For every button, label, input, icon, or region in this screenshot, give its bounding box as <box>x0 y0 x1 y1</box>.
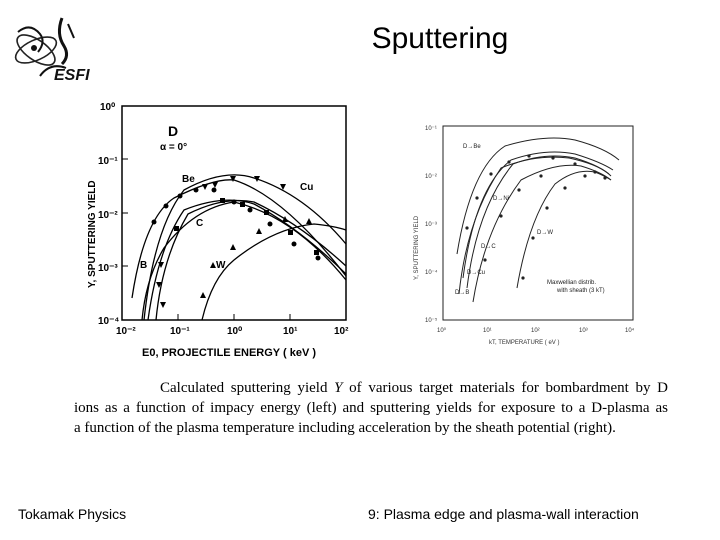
right-label-be: D→Be <box>463 144 481 150</box>
left-curve-w <box>201 223 347 321</box>
right-curve-be <box>456 137 620 255</box>
right-xtick-3: 10³ <box>579 328 588 334</box>
left-curve-c <box>147 199 347 321</box>
left-sputtering-plot: 10⁰ 10⁻¹ 10⁻² 10⁻³ 10⁻⁴ 10⁻² 10⁻¹ 10⁰ 10… <box>87 102 349 359</box>
caption-line-1: Calculated sputtering yield Y of various… <box>74 378 668 398</box>
right-ytick-1: 10⁻² <box>425 174 437 180</box>
left-angle-label: α = 0° <box>160 142 187 153</box>
left-xlabel: E0, PROJECTILE ENERGY ( keV ) <box>142 347 316 359</box>
footer-lecture-title: 9: Plasma edge and plasma-wall interacti… <box>368 506 639 522</box>
right-xtick-1: 10¹ <box>483 328 492 334</box>
left-xtick-4: 10² <box>334 326 349 337</box>
right-label-cu: D→Cu <box>467 270 485 276</box>
esfi-logo: ESFI <box>14 17 90 84</box>
figure-caption: Calculated sputtering yield Y of various… <box>74 378 668 438</box>
caption-line-1-var: Y <box>334 380 343 396</box>
right-xtick-2: 10² <box>531 328 540 334</box>
right-curve-ni <box>466 155 612 289</box>
footer-course-title: Tokamak Physics <box>18 506 127 522</box>
left-curve-cu <box>143 174 347 321</box>
left-curve-be <box>131 179 347 299</box>
right-ytick-4: 10⁻⁵ <box>425 317 438 324</box>
right-xlabel: kT, TEMPERATURE ( eV ) <box>489 340 559 346</box>
right-label-w: D→W <box>537 230 553 236</box>
right-ylabel: Y, SPUTTERING YIELD <box>414 215 420 280</box>
left-xtick-2: 10⁰ <box>227 326 242 337</box>
left-xtick-3: 10¹ <box>283 326 298 337</box>
left-label-cu: Cu <box>300 182 313 193</box>
left-ytick-0: 10⁰ <box>100 102 115 113</box>
left-xtick-0: 10⁻² <box>116 326 136 337</box>
right-label-ni: D→Ni <box>493 196 509 202</box>
caption-line-1-pre: Calculated sputtering yield <box>160 380 335 396</box>
right-ytick-0: 10⁻¹ <box>425 126 437 132</box>
right-legend-line1: Maxwellian distrib. <box>547 280 596 286</box>
right-legend-line2: with sheath (3 kT) <box>556 288 605 294</box>
left-ylabel: Y, SPUTTERING YIELD <box>87 180 98 288</box>
right-curve-b <box>458 156 610 295</box>
right-xtick-0: 10⁰ <box>437 327 447 334</box>
left-label-b: B <box>140 260 147 271</box>
right-ytick-3: 10⁻⁴ <box>425 269 438 276</box>
left-label-be: Be <box>182 174 195 185</box>
right-sputtering-plot: 10⁻¹ 10⁻² 10⁻³ 10⁻⁴ 10⁻⁵ 10⁰ 10¹ 10² 10³… <box>414 125 635 346</box>
right-label-b: D→B <box>455 290 469 296</box>
caption-line-3: a function of the plasma temperature inc… <box>74 420 616 436</box>
left-ytick-2: 10⁻² <box>98 210 118 221</box>
slide-title: Sputtering <box>371 22 509 55</box>
left-ytick-1: 10⁻¹ <box>98 156 118 167</box>
left-ytick-3: 10⁻³ <box>98 263 118 274</box>
caption-line-1-post: of various target materials for bombardm… <box>342 380 668 396</box>
left-ytick-4: 10⁻⁴ <box>98 316 119 327</box>
left-label-w: W <box>216 260 226 271</box>
logo-text: ESFI <box>54 67 90 84</box>
left-xtick-1: 10⁻¹ <box>170 326 190 337</box>
right-label-c: D→C <box>481 244 496 250</box>
left-curve-b <box>141 201 347 321</box>
left-projectile-label: D <box>168 123 178 139</box>
right-xtick-4: 10⁴ <box>625 327 635 334</box>
right-curve-w <box>516 170 612 289</box>
left-label-c: C <box>196 218 203 229</box>
caption-line-2: ions as a function of impacy energy (lef… <box>74 400 668 416</box>
right-ytick-2: 10⁻³ <box>425 222 437 228</box>
